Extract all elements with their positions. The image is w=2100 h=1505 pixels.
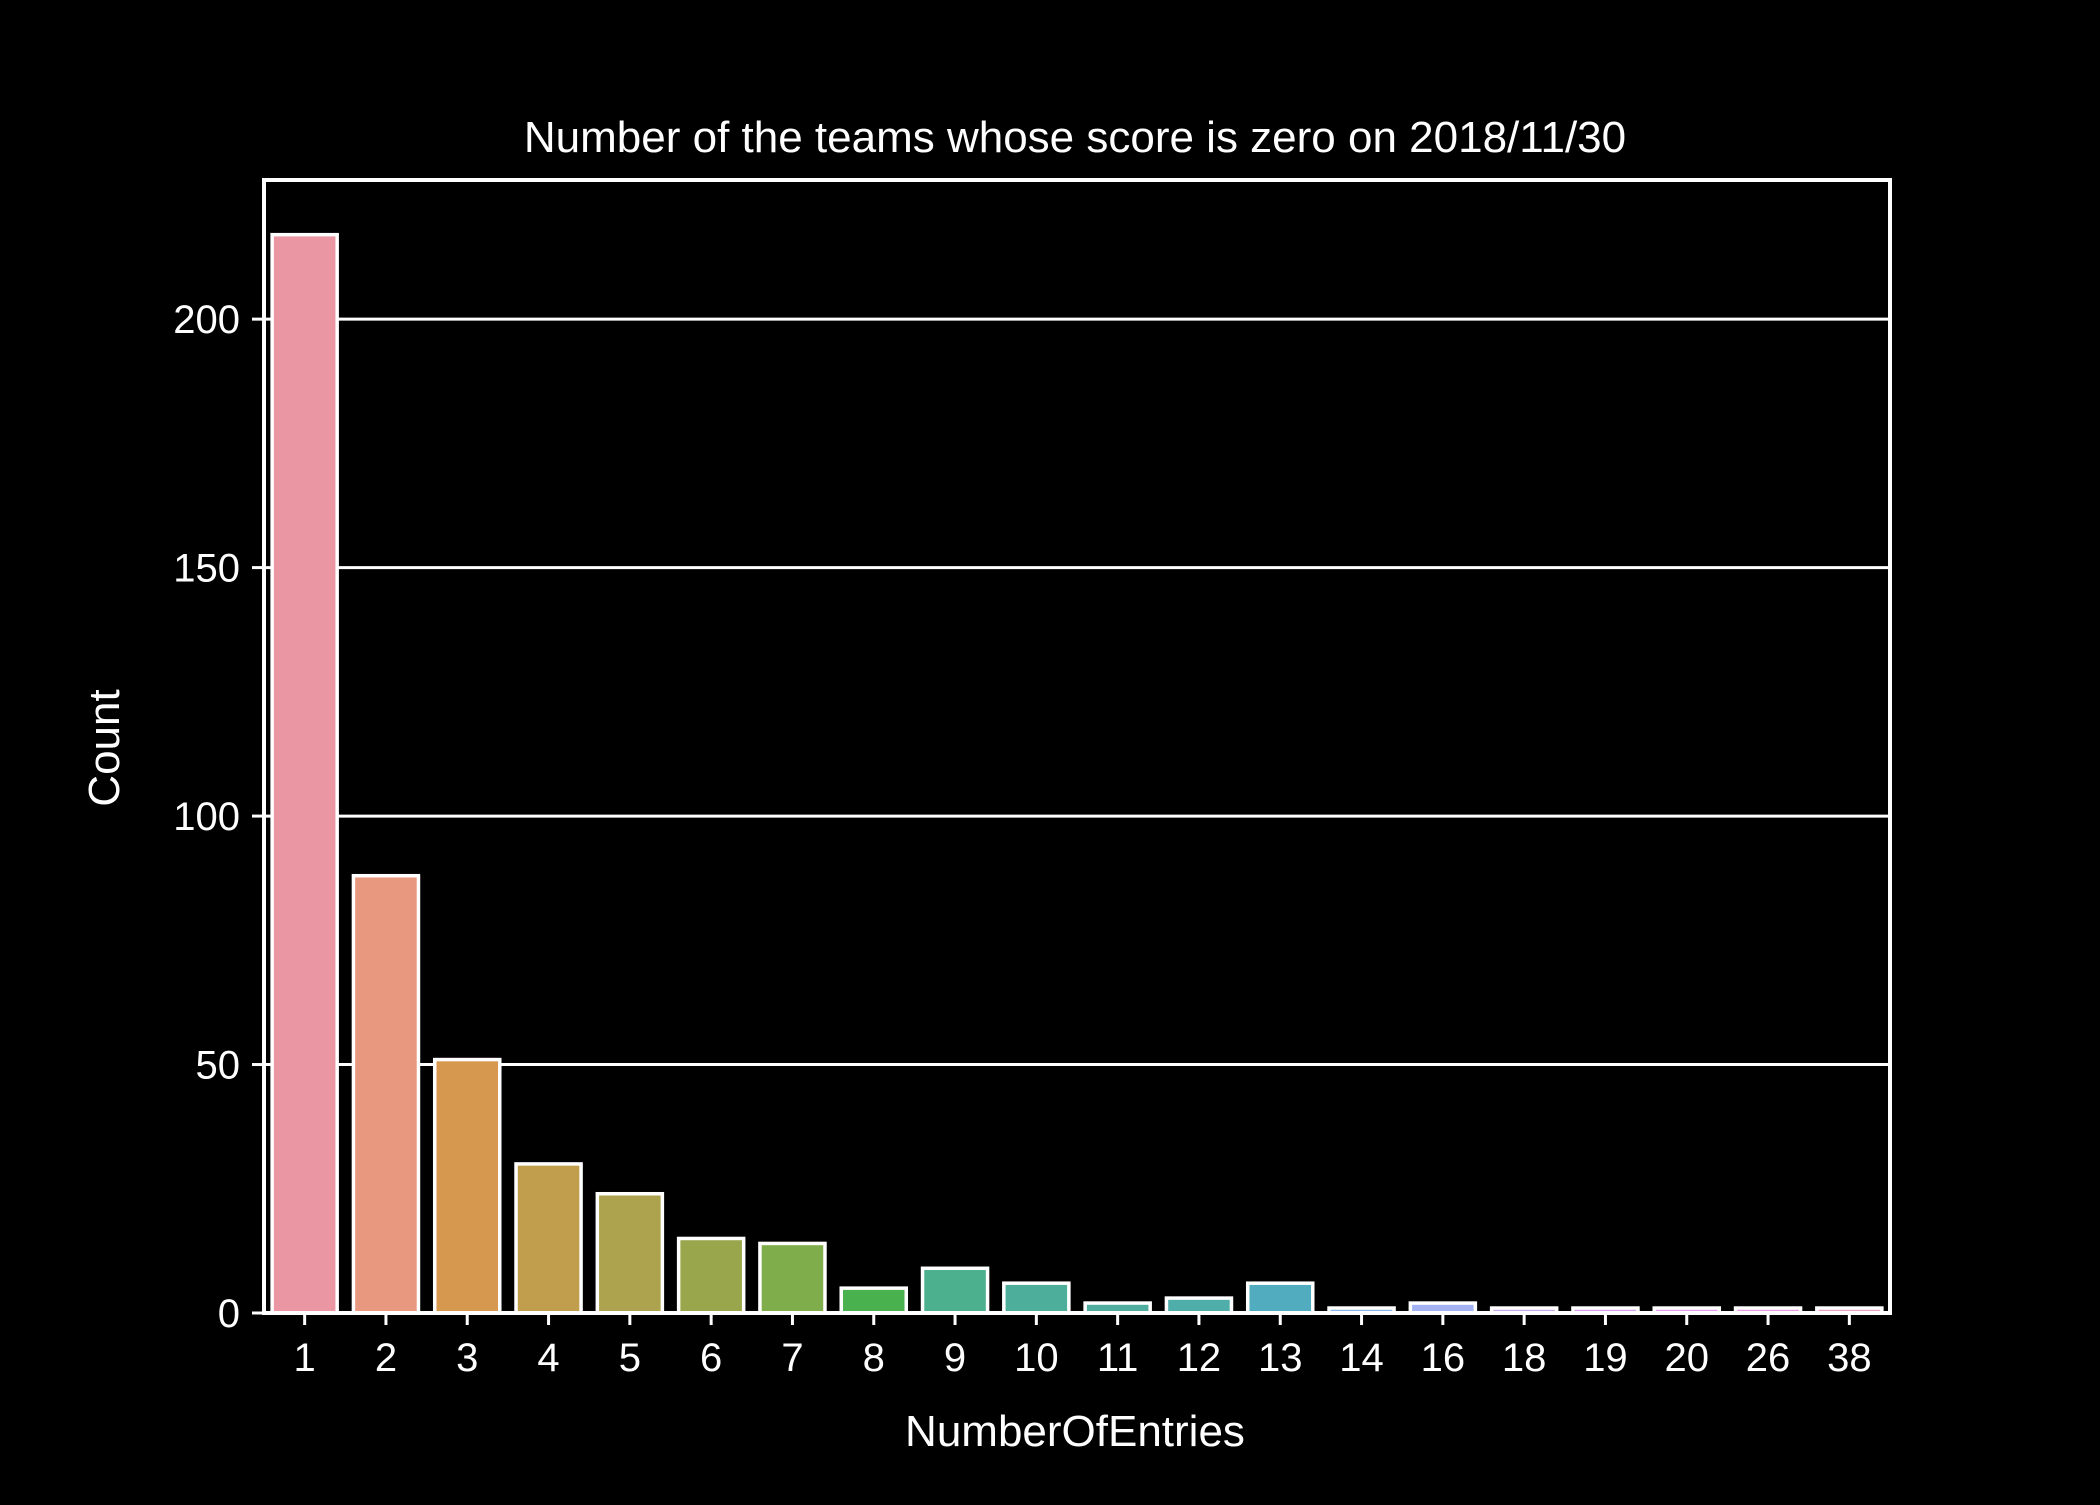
- x-tick-label: 4: [537, 1336, 559, 1380]
- y-tick-label: 100: [173, 795, 240, 839]
- bar: [1245, 1281, 1315, 1315]
- x-tick-label: 1: [294, 1336, 316, 1380]
- y-ticks: 0 50 100 150 200: [173, 298, 264, 1336]
- bar: [1002, 1281, 1071, 1315]
- x-tick-label: 5: [619, 1336, 641, 1380]
- x-tick-label: 7: [781, 1336, 803, 1380]
- x-tick-label: 26: [1746, 1336, 1791, 1380]
- x-tick-label: 14: [1339, 1336, 1384, 1380]
- x-tick-label: 11: [1097, 1336, 1139, 1380]
- bar: [514, 1162, 583, 1315]
- y-tick-label: 150: [173, 547, 240, 591]
- x-tick-label: 38: [1827, 1336, 1872, 1380]
- plot-frame: [262, 178, 1892, 1315]
- x-tick-label: 3: [456, 1336, 478, 1380]
- x-tick-label: 19: [1583, 1336, 1628, 1380]
- x-ticks: 1 2 3 4 5 6 7 8 9 10 11 12 13 14 16 18 19 20 26 38: [294, 1313, 1872, 1380]
- x-axis-label: NumberOfEntries: [905, 1407, 1245, 1456]
- bar: [1164, 1296, 1234, 1315]
- y-tick-label: 0: [218, 1292, 240, 1336]
- bar: [758, 1241, 827, 1315]
- x-tick-label: 9: [944, 1336, 966, 1380]
- bars: [270, 232, 1884, 1315]
- bar: [839, 1286, 909, 1315]
- bar: [270, 232, 339, 1315]
- x-tick-label: 2: [375, 1336, 397, 1380]
- bar: [432, 1057, 502, 1315]
- x-tick-label: 18: [1502, 1336, 1547, 1380]
- bar: [351, 873, 421, 1315]
- x-tick-label: 10: [1014, 1336, 1059, 1380]
- y-tick-label: 200: [173, 298, 240, 342]
- chart-title: Number of the teams whose score is zero …: [524, 113, 1626, 162]
- x-tick-label: 16: [1421, 1336, 1466, 1380]
- x-tick-label: 13: [1258, 1336, 1303, 1380]
- x-tick-label: 8: [863, 1336, 885, 1380]
- bar: [920, 1266, 990, 1315]
- bar: [676, 1236, 746, 1315]
- y-axis-label: Count: [80, 689, 129, 806]
- x-tick-label: 12: [1177, 1336, 1222, 1380]
- x-tick-label: 20: [1665, 1336, 1710, 1380]
- y-tick-label: 50: [196, 1044, 241, 1088]
- bar: [595, 1191, 665, 1315]
- x-tick-label: 6: [700, 1336, 722, 1380]
